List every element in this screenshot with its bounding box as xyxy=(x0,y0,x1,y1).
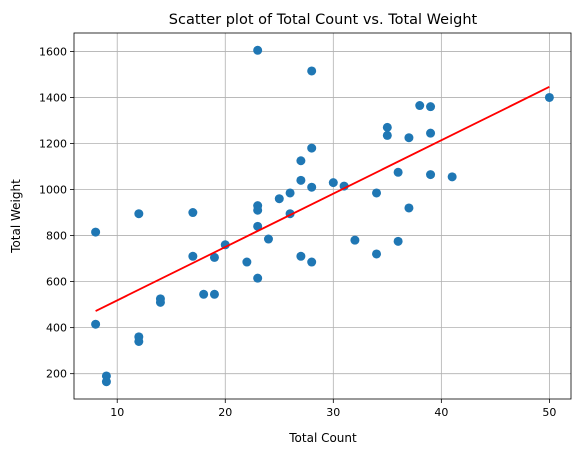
data-point xyxy=(426,128,436,138)
data-point xyxy=(101,377,111,387)
data-point xyxy=(199,289,209,299)
x-axis-label: Total Count xyxy=(288,431,357,445)
trend-line-group xyxy=(95,86,550,312)
plot-frame xyxy=(73,32,572,400)
data-point xyxy=(393,167,403,177)
data-point xyxy=(382,130,392,140)
data-point xyxy=(307,143,317,153)
data-points xyxy=(91,45,554,387)
data-point xyxy=(188,251,198,261)
y-tick-label: 200 xyxy=(46,368,67,381)
x-axis-ticks: 10 20 30 40 50 xyxy=(110,399,556,419)
y-tick-label: 1600 xyxy=(39,45,67,58)
data-point xyxy=(91,319,101,329)
y-tick-label: 1000 xyxy=(39,184,67,197)
data-point xyxy=(393,236,403,246)
data-point xyxy=(209,252,219,262)
data-point xyxy=(382,122,392,132)
x-tick-label: 10 xyxy=(110,406,124,419)
data-point xyxy=(285,188,295,198)
data-point xyxy=(404,133,414,143)
data-point xyxy=(307,66,317,76)
data-point xyxy=(447,172,457,182)
y-tick-label: 400 xyxy=(46,322,67,335)
data-point xyxy=(426,102,436,112)
y-tick-label: 1400 xyxy=(39,91,67,104)
data-point xyxy=(134,209,144,219)
data-point xyxy=(220,240,230,250)
x-tick-label: 40 xyxy=(434,406,448,419)
data-point xyxy=(209,289,219,299)
data-point xyxy=(253,273,263,283)
data-point xyxy=(253,45,263,55)
data-point xyxy=(372,188,382,198)
trend-line xyxy=(95,86,550,312)
data-point xyxy=(415,101,425,111)
data-point xyxy=(296,175,306,185)
y-axis-ticks: 200 400 600 800 1000 1200 1400 1600 xyxy=(39,45,74,381)
data-point xyxy=(253,221,263,231)
y-tick-label: 600 xyxy=(46,276,67,289)
data-point xyxy=(372,249,382,259)
grid xyxy=(74,33,571,399)
data-point xyxy=(328,178,338,188)
data-point xyxy=(253,205,263,215)
data-point xyxy=(339,181,349,191)
y-tick-label: 1200 xyxy=(39,137,67,150)
data-point xyxy=(155,297,165,307)
y-axis-label: Total Weight xyxy=(9,179,23,254)
data-point xyxy=(188,208,198,218)
data-point xyxy=(296,251,306,261)
data-point xyxy=(426,170,436,180)
data-point xyxy=(404,203,414,213)
data-point xyxy=(307,257,317,267)
data-point xyxy=(134,336,144,346)
data-point xyxy=(263,234,273,244)
data-point xyxy=(544,92,554,102)
data-point xyxy=(296,156,306,166)
x-tick-label: 20 xyxy=(218,406,232,419)
data-point xyxy=(350,235,360,245)
data-point xyxy=(91,227,101,237)
chart-title: Scatter plot of Total Count vs. Total We… xyxy=(169,12,478,28)
x-tick-label: 50 xyxy=(542,406,556,419)
x-tick-label: 30 xyxy=(326,406,340,419)
data-point xyxy=(307,182,317,192)
data-point xyxy=(242,257,252,267)
y-tick-label: 800 xyxy=(46,230,67,243)
data-point xyxy=(274,194,284,204)
